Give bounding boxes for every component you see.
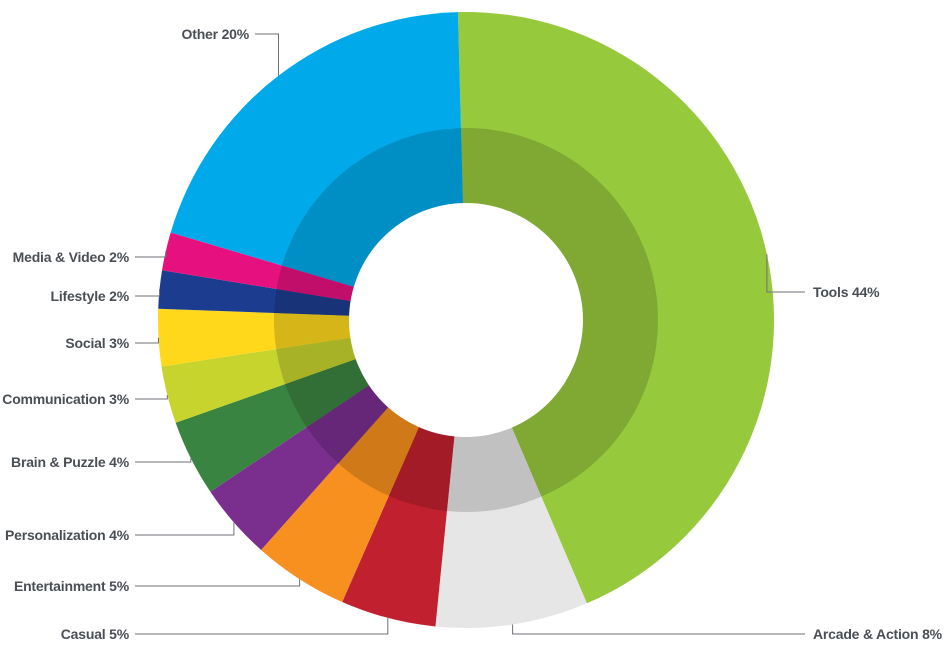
leader-brain-and-puzzle xyxy=(135,458,192,463)
label-lifestyle: Lifestyle 2% xyxy=(50,288,129,304)
label-tools: Tools 44% xyxy=(813,284,880,300)
leader-lines-group xyxy=(135,33,805,635)
label-entertainment: Entertainment 5% xyxy=(14,578,130,594)
leader-personalization xyxy=(135,522,235,536)
leader-entertainment xyxy=(135,579,301,587)
label-brain-and-puzzle: Brain & Puzzle 4% xyxy=(11,454,130,470)
label-media-and-video: Media & Video 2% xyxy=(13,249,130,265)
leader-media-and-video xyxy=(135,251,167,258)
donut-hole xyxy=(349,203,583,437)
leader-arcade-and-action xyxy=(512,624,805,635)
leader-other xyxy=(255,33,279,76)
label-casual: Casual 5% xyxy=(61,626,130,642)
leader-communication xyxy=(135,395,168,400)
leader-tools xyxy=(766,254,805,293)
leader-lifestyle xyxy=(135,289,160,297)
label-other: Other 20% xyxy=(182,26,250,42)
label-communication: Communication 3% xyxy=(2,391,129,407)
leader-social xyxy=(135,337,159,344)
labels-group: Tools 44% Arcade & Action 8% Casual 5% Ente… xyxy=(2,26,943,642)
label-personalization: Personalization 4% xyxy=(5,527,130,543)
label-arcade-and-action: Arcade & Action 8% xyxy=(813,626,943,642)
label-social: Social 3% xyxy=(65,335,129,351)
leader-casual xyxy=(135,617,389,635)
